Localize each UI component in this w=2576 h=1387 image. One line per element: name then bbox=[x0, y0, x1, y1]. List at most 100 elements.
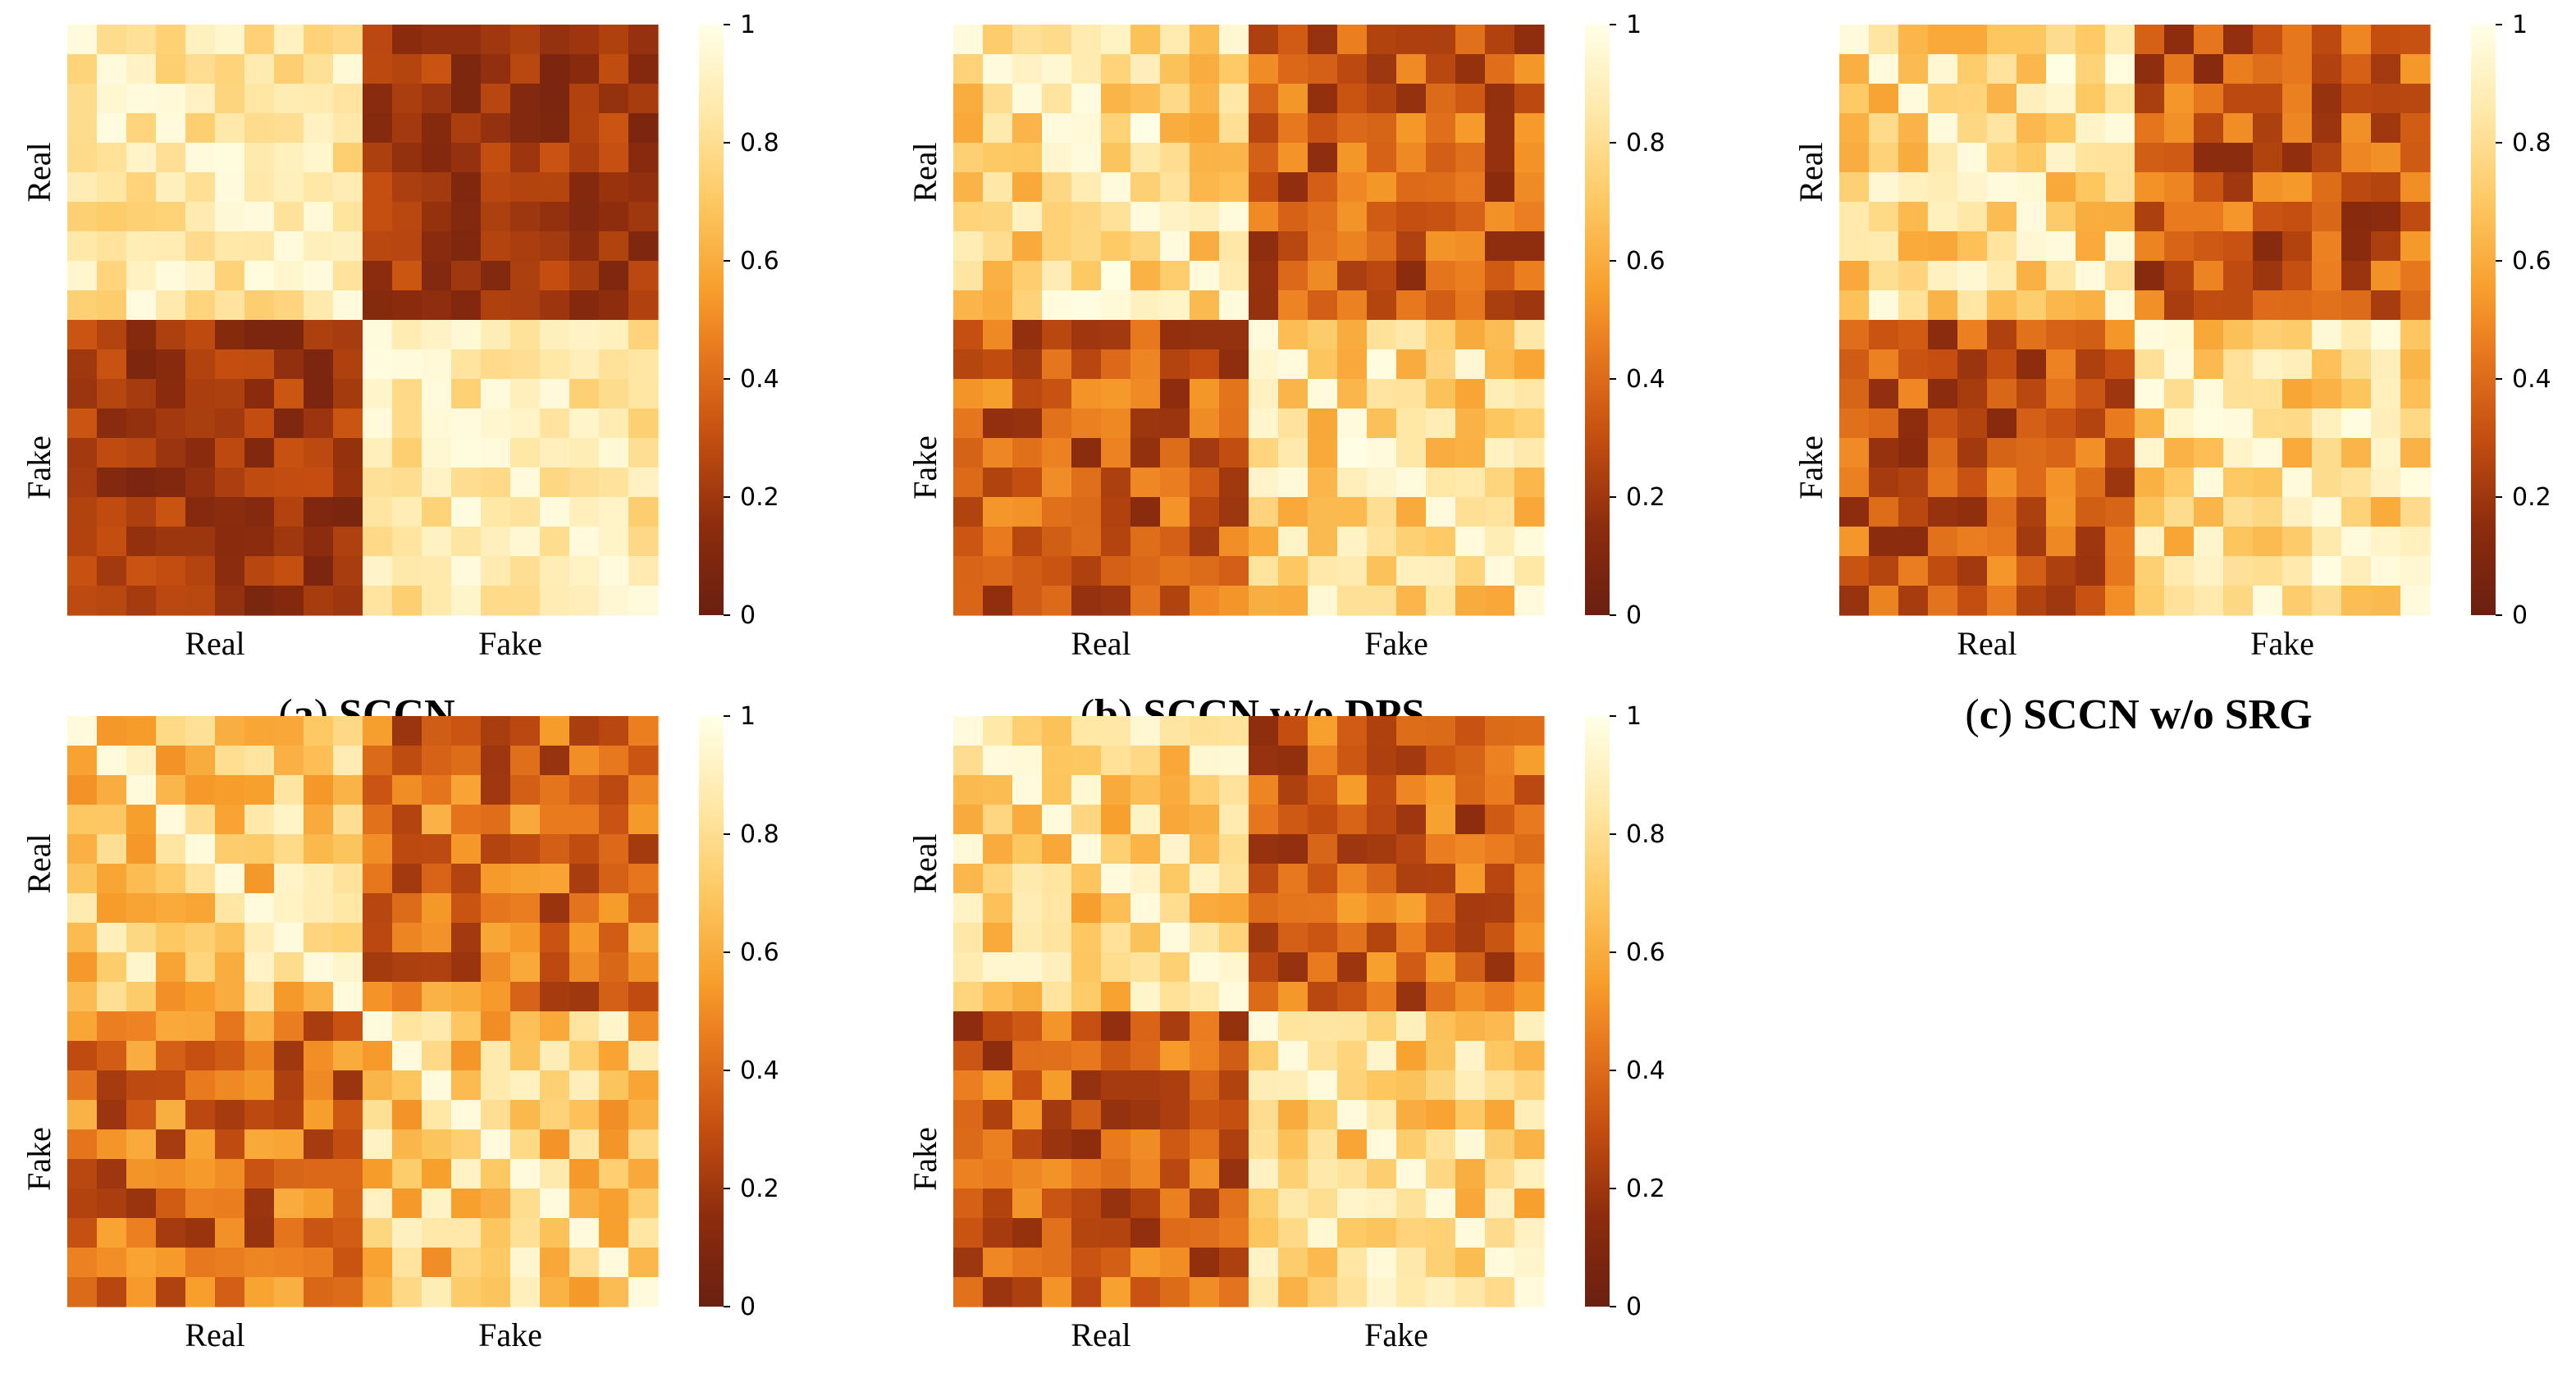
heatmap-cell bbox=[304, 952, 334, 983]
heatmap-cell bbox=[1160, 497, 1190, 527]
heatmap-cell bbox=[481, 716, 511, 746]
y-axis-label-real: Real bbox=[907, 142, 943, 202]
heatmap-cell bbox=[1219, 805, 1249, 835]
x-axis-label-fake: Fake bbox=[1364, 1316, 1428, 1353]
heatmap-cell bbox=[1514, 864, 1545, 894]
heatmap-cell bbox=[1308, 527, 1338, 557]
colorbar-tick-label: 0 bbox=[2512, 601, 2528, 630]
heatmap-cell bbox=[953, 556, 984, 586]
heatmap-cell bbox=[2400, 231, 2431, 262]
heatmap-cell bbox=[1160, 172, 1190, 203]
heatmap-cell bbox=[1160, 261, 1190, 291]
heatmap-cell bbox=[2016, 84, 2047, 114]
heatmap-cell bbox=[540, 497, 570, 527]
heatmap-cell bbox=[1928, 556, 1958, 586]
heatmap-cell bbox=[540, 143, 570, 173]
heatmap-cell bbox=[244, 1248, 275, 1278]
heatmap-cell bbox=[215, 349, 245, 380]
heatmap-cell bbox=[1869, 143, 1899, 173]
heatmap-cell bbox=[1249, 438, 1279, 468]
heatmap-cell bbox=[2223, 172, 2254, 203]
heatmap-cell bbox=[126, 379, 157, 409]
heatmap-cell bbox=[451, 84, 482, 114]
heatmap-cell bbox=[422, 1129, 452, 1160]
heatmap-cell bbox=[1957, 84, 1988, 114]
heatmap-cell bbox=[244, 84, 275, 114]
heatmap-cell bbox=[1278, 290, 1309, 321]
heatmap-cell bbox=[1042, 231, 1072, 262]
heatmap-cell bbox=[2223, 320, 2254, 350]
heatmap-cell bbox=[2341, 84, 2372, 114]
heatmap-cell bbox=[215, 438, 245, 468]
heatmap-cell bbox=[2105, 556, 2135, 586]
heatmap-cell bbox=[1396, 408, 1427, 439]
heatmap-cell bbox=[215, 893, 245, 924]
heatmap-cell bbox=[569, 805, 600, 835]
heatmap-cell bbox=[1012, 716, 1043, 746]
heatmap-cell bbox=[983, 746, 1013, 776]
heatmap-cell bbox=[1308, 320, 1338, 350]
heatmap-cell bbox=[1130, 775, 1161, 805]
heatmap-cell bbox=[1514, 261, 1545, 291]
heatmap-cell bbox=[1071, 1189, 1102, 1219]
heatmap-cell bbox=[1190, 408, 1220, 439]
heatmap-cell bbox=[1426, 1248, 1456, 1278]
heatmap-cell bbox=[333, 1248, 363, 1278]
heatmap-cell bbox=[1071, 982, 1102, 1012]
heatmap-cell bbox=[569, 586, 600, 616]
heatmap-cell bbox=[392, 25, 422, 55]
heatmap-cell bbox=[1514, 84, 1545, 114]
heatmap-cell bbox=[1396, 1129, 1427, 1160]
heatmap-cell bbox=[1190, 261, 1220, 291]
heatmap-cell bbox=[2282, 261, 2313, 291]
heatmap-cell bbox=[126, 834, 157, 865]
heatmap-cell bbox=[1455, 1070, 1486, 1101]
heatmap-cell bbox=[1514, 893, 1545, 924]
heatmap-cell bbox=[569, 84, 600, 114]
heatmap-cell bbox=[185, 113, 216, 144]
heatmap-cell bbox=[1957, 556, 1988, 586]
heatmap-cell bbox=[1308, 864, 1338, 894]
heatmap-cell bbox=[2076, 497, 2106, 527]
heatmap-cell bbox=[363, 952, 393, 983]
heatmap-cell bbox=[422, 1189, 452, 1219]
heatmap-cell bbox=[628, 556, 659, 586]
heatmap-cell bbox=[244, 497, 275, 527]
heatmap-cell bbox=[1928, 527, 1958, 557]
heatmap-cell bbox=[1160, 349, 1190, 380]
heatmap-cell bbox=[1190, 438, 1220, 468]
heatmap-cell bbox=[392, 527, 422, 557]
heatmap-cell bbox=[333, 1100, 363, 1130]
heatmap-cell bbox=[2253, 54, 2283, 84]
colorbar-tick-label: 0.2 bbox=[740, 1175, 779, 1203]
heatmap-cell bbox=[97, 379, 127, 409]
heatmap-cell bbox=[185, 261, 216, 291]
heatmap-cell bbox=[422, 84, 452, 114]
heatmap-cell bbox=[2194, 290, 2224, 321]
heatmap-cell bbox=[1130, 497, 1161, 527]
heatmap-cell bbox=[1012, 84, 1043, 114]
heatmap-cell bbox=[304, 497, 334, 527]
heatmap-cell bbox=[1160, 54, 1190, 84]
heatmap-cell bbox=[1426, 1277, 1456, 1307]
panel-caption: (c) SCCN w/o SRG bbox=[1965, 691, 2312, 738]
heatmap-cell bbox=[333, 834, 363, 865]
heatmap-cell bbox=[1485, 349, 1515, 380]
heatmap-cell bbox=[2341, 25, 2372, 55]
heatmap-cell bbox=[67, 290, 98, 321]
heatmap-cell bbox=[2105, 408, 2135, 439]
heatmap-cell bbox=[97, 1189, 127, 1219]
heatmap-cell bbox=[215, 84, 245, 114]
heatmap-cell bbox=[1396, 1159, 1427, 1189]
heatmap-cell bbox=[1987, 172, 2017, 203]
heatmap-cell bbox=[2282, 438, 2313, 468]
heatmap-cell bbox=[1219, 893, 1249, 924]
heatmap-cell bbox=[1012, 893, 1043, 924]
heatmap-cell bbox=[1012, 438, 1043, 468]
heatmap-cell bbox=[481, 54, 511, 84]
heatmap-cell bbox=[1012, 349, 1043, 380]
heatmap-cell bbox=[97, 172, 127, 203]
heatmap-cell bbox=[1957, 438, 1988, 468]
heatmap-cell bbox=[185, 408, 216, 439]
heatmap-cell bbox=[185, 1070, 216, 1101]
